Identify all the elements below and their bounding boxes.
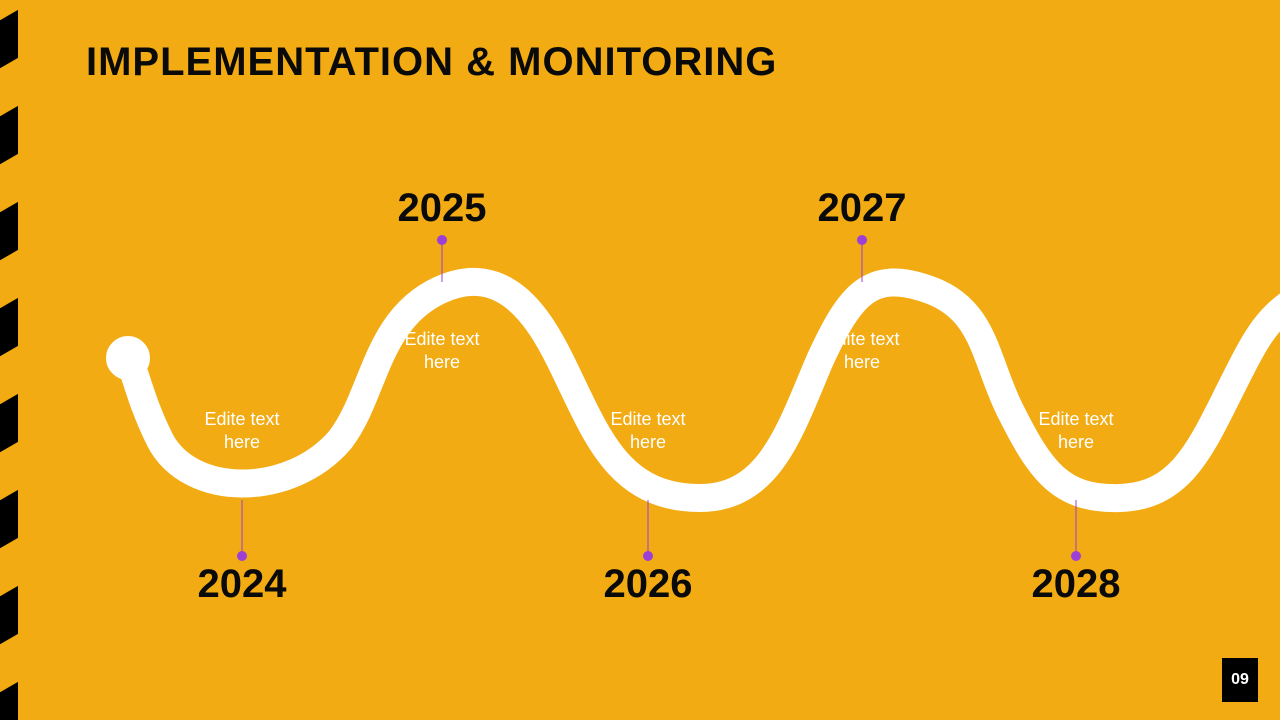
page-number-badge: 09 bbox=[1222, 658, 1258, 702]
milestone-dot bbox=[237, 551, 247, 561]
milestone-dot bbox=[643, 551, 653, 561]
milestone-dot bbox=[1071, 551, 1081, 561]
milestone-year: 2026 bbox=[604, 562, 693, 607]
milestone-year: 2024 bbox=[198, 562, 287, 607]
page-number: 09 bbox=[1231, 671, 1249, 688]
milestone-dot bbox=[857, 235, 867, 245]
slide-root: IMPLEMENTATION & MONITORING 2024Edite te… bbox=[0, 0, 1280, 720]
milestone-description: Edite texthere bbox=[404, 328, 479, 373]
milestone-year: 2025 bbox=[398, 186, 487, 231]
milestone-description: Edite texthere bbox=[610, 408, 685, 453]
milestone-year: 2027 bbox=[818, 186, 907, 231]
timeline-wave bbox=[0, 0, 1280, 720]
milestone-description: Edite texthere bbox=[824, 328, 899, 373]
milestone-dot bbox=[437, 235, 447, 245]
milestone-description: Edite texthere bbox=[1038, 408, 1113, 453]
milestone-description: Edite texthere bbox=[204, 408, 279, 453]
milestone-year: 2028 bbox=[1032, 562, 1121, 607]
